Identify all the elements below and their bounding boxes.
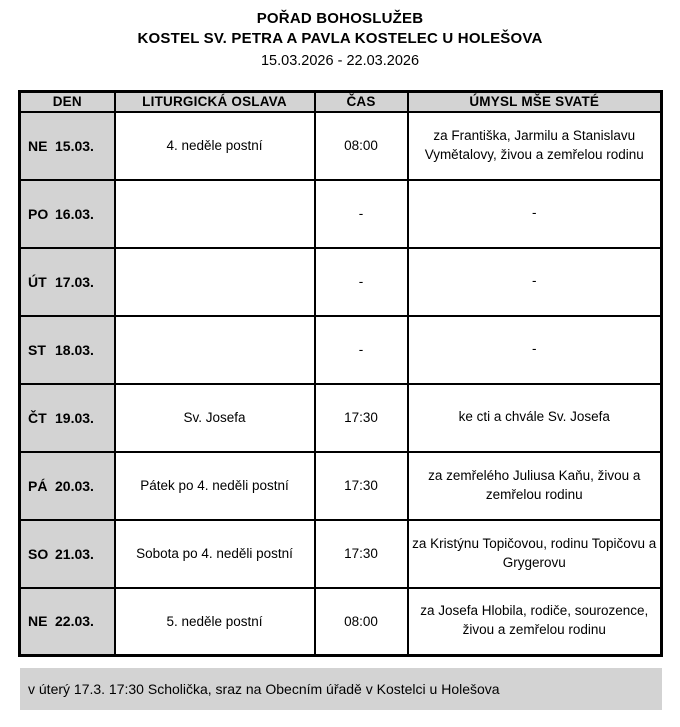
day-date: 20.03. xyxy=(55,477,94,494)
day-abbr: ÚT xyxy=(28,273,47,290)
col-header-liturgie: LITURGICKÁ OSLAVA xyxy=(113,90,316,113)
celebration-cell xyxy=(113,314,316,385)
col-header-cas: ČAS xyxy=(313,90,409,113)
time-cell: - xyxy=(313,314,409,385)
intention-cell: za Josefa Hlobila, rodiče, sourozence, ž… xyxy=(406,586,663,657)
day-date: 22.03. xyxy=(55,613,94,630)
day-cell: PO 16.03. xyxy=(18,178,116,249)
celebration-cell: Sv. Josefa xyxy=(113,382,316,453)
day-date: 16.03. xyxy=(55,205,94,222)
day-date: 15.03. xyxy=(55,137,94,154)
church-name: KOSTEL SV. PETRA A PAVLA KOSTELEC U HOLE… xyxy=(137,30,543,48)
table-row: PO 16.03. - - xyxy=(18,178,663,249)
col-header-umysl: ÚMYSL MŠE SVATÉ xyxy=(406,90,663,113)
time-cell: 17:30 xyxy=(313,518,409,589)
footer-note: v úterý 17.3. 17:30 Scholička, sraz na O… xyxy=(20,668,662,710)
col-header-den: DEN xyxy=(18,90,116,113)
celebration-cell: Pátek po 4. neděli postní xyxy=(113,450,316,521)
celebration-cell xyxy=(113,246,316,317)
celebration-cell: Sobota po 4. neděli postní xyxy=(113,518,316,589)
celebration-cell xyxy=(113,178,316,249)
table-row: NE 15.03. 4. neděle postní 08:00 za Frant… xyxy=(18,110,663,181)
time-cell: 08:00 xyxy=(313,586,409,657)
celebration-cell: 4. neděle postní xyxy=(113,110,316,181)
time-cell: - xyxy=(313,246,409,317)
title-block: POŘAD BOHOSLUŽEB KOSTEL SV. PETRA A PAVL… xyxy=(0,9,680,72)
day-abbr: NE xyxy=(28,137,48,154)
day-abbr: ST xyxy=(28,341,46,358)
intention-cell: za Františka, Jarmilu a Stanislavu Vymět… xyxy=(406,110,663,181)
day-abbr: SO xyxy=(28,545,49,562)
intention-cell: - xyxy=(406,314,663,385)
table-row: NE 22.03. 5. neděle postní 08:00 za Josef… xyxy=(18,586,663,657)
schedule-table: DEN LITURGICKÁ OSLAVA ČAS ÚMYSL MŠE SVAT… xyxy=(18,90,663,657)
day-cell: PÁ 20.03. xyxy=(18,450,116,521)
day-cell: ČT 19.03. xyxy=(18,382,116,453)
table-row: ČT 19.03. Sv. Josefa 17:30 ke cti a chvál… xyxy=(18,382,663,453)
time-cell: 17:30 xyxy=(313,450,409,521)
day-date: 17.03. xyxy=(55,273,94,290)
time-cell: 17:30 xyxy=(313,382,409,453)
day-cell: NE 22.03. xyxy=(18,586,116,657)
day-abbr: PÁ xyxy=(28,477,48,494)
table-row: SO 21.03. Sobota po 4. neděli postní 17:3… xyxy=(18,518,663,589)
day-date: 21.03. xyxy=(55,545,94,562)
table-header-row: DEN LITURGICKÁ OSLAVA ČAS ÚMYSL MŠE SVAT… xyxy=(18,90,663,113)
intention-cell: - xyxy=(406,246,663,317)
intention-cell: ke cti a chvále Sv. Josefa xyxy=(406,382,663,453)
intention-cell: za Kristýnu Topičovou, rodinu Topičovu a… xyxy=(406,518,663,589)
time-cell: 08:00 xyxy=(313,110,409,181)
table-row: ÚT 17.03. - - xyxy=(18,246,663,317)
page-title: POŘAD BOHOSLUŽEB xyxy=(256,10,424,27)
celebration-cell: 5. neděle postní xyxy=(113,586,316,657)
day-date: 19.03. xyxy=(55,409,94,426)
day-cell: ST 18.03. xyxy=(18,314,116,385)
intention-cell: - xyxy=(406,178,663,249)
table-row: PÁ 20.03. Pátek po 4. neděli postní 17:30… xyxy=(18,450,663,521)
table-row: ST 18.03. - - xyxy=(18,314,663,385)
day-abbr: ČT xyxy=(28,409,47,426)
day-cell: ÚT 17.03. xyxy=(18,246,116,317)
intention-cell: za zemřelého Juliusa Kaňu, živou a zemře… xyxy=(406,450,663,521)
time-cell: - xyxy=(313,178,409,249)
day-cell: NE 15.03. xyxy=(18,110,116,181)
day-abbr: PO xyxy=(28,205,49,222)
day-date: 18.03. xyxy=(55,341,94,358)
day-cell: SO 21.03. xyxy=(18,518,116,589)
day-abbr: NE xyxy=(28,613,48,630)
date-range: 15.03.2026 - 22.03.2026 xyxy=(260,52,420,69)
